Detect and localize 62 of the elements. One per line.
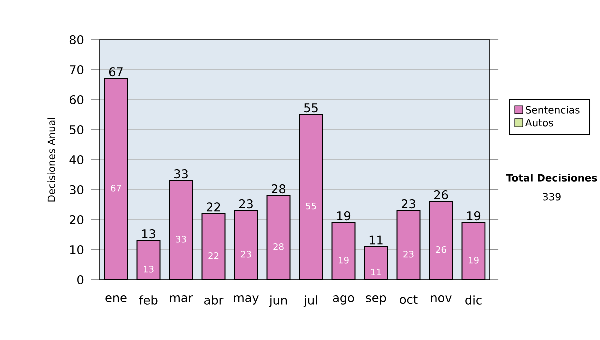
total-label: 28 (272, 184, 286, 194)
total-label: 22 (206, 202, 220, 212)
legend-label: Autos (525, 119, 554, 127)
data-label: 33 (176, 236, 186, 243)
data-label: 67 (111, 184, 122, 192)
total-label: 67 (109, 68, 123, 77)
y-tick-label: 70 (70, 65, 84, 75)
x-tick-label: feb (139, 296, 158, 305)
total-label: 55 (304, 104, 318, 113)
data-label: 22 (208, 252, 219, 260)
total-label: 23 (402, 200, 416, 209)
y-tick-label: 40 (70, 155, 84, 165)
y-tick-label: 30 (70, 185, 84, 195)
total-label: 19 (337, 212, 351, 221)
bar (364, 246, 388, 280)
total-label: 13 (142, 230, 156, 239)
bar (137, 240, 160, 280)
total-label: 33 (174, 170, 188, 179)
data-label: 13 (144, 266, 154, 273)
x-tick-label: jun (269, 296, 288, 308)
total-label: 19 (467, 212, 481, 221)
data-label: 19 (339, 256, 349, 264)
x-tick-label: ago (333, 296, 354, 305)
x-tick-label: nov (431, 296, 452, 302)
bar (234, 210, 258, 280)
x-tick-label: may (234, 296, 259, 305)
y-tick-label: 10 (70, 245, 84, 255)
y-axis-title: Decisiones Anual (48, 118, 56, 202)
legend-label: Sentencias (526, 106, 580, 114)
text: 339 (543, 193, 561, 201)
x-tick-label: oct (400, 296, 418, 304)
total-label: 23 (240, 200, 253, 209)
bar (104, 78, 128, 280)
bar (430, 202, 453, 280)
y-tick-label: 60 (70, 95, 84, 105)
text: Total Decisiones (506, 174, 598, 182)
data-label: 28 (274, 243, 284, 250)
y-tick-label: 50 (70, 125, 84, 135)
total-label: 11 (370, 236, 383, 245)
x-tick-label: mar (170, 296, 194, 302)
bar (267, 196, 290, 280)
total-label: 26 (434, 190, 448, 200)
x-tick-label: sep (366, 296, 386, 305)
bar (462, 222, 486, 280)
bar (397, 210, 420, 280)
y-tick-label: 0 (78, 275, 84, 285)
x-tick-label: jul (304, 296, 318, 308)
x-tick-label: dic (466, 296, 482, 305)
x-tick-label: abr (204, 296, 224, 305)
data-label: 23 (241, 250, 252, 258)
data-label: 19 (469, 256, 479, 264)
data-label: 11 (372, 268, 382, 276)
bar (300, 114, 323, 280)
bar (202, 214, 226, 280)
bar (170, 180, 193, 280)
bar (332, 222, 356, 280)
data-label: 55 (306, 202, 316, 210)
y-tick-label: 20 (70, 215, 84, 225)
y-tick-label: 80 (70, 35, 84, 45)
x-tick-label: ene (106, 296, 127, 302)
data-label: 26 (436, 246, 446, 254)
data-label: 23 (404, 250, 414, 258)
